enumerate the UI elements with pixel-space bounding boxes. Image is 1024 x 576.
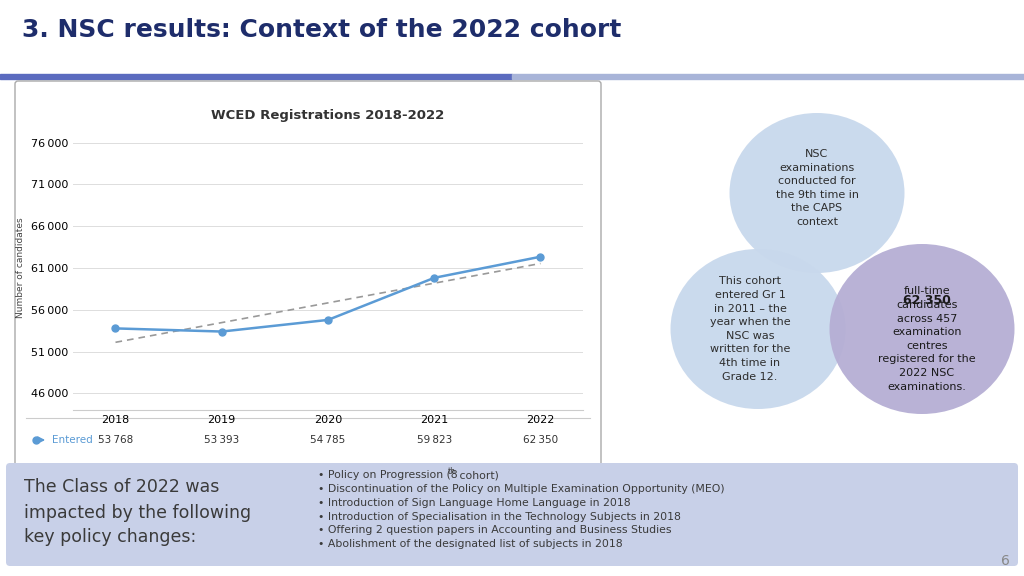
Entered: [216, 328, 228, 335]
Bar: [0, 74, 512, 79]
Ellipse shape: [671, 249, 846, 409]
Text: 62 350: 62 350: [903, 294, 951, 308]
Entered: [428, 274, 440, 281]
Text: • Offering 2 question papers in Accounting and Business Studies: • Offering 2 question papers in Accounti…: [318, 525, 672, 535]
Title: WCED Registrations 2018-2022: WCED Registrations 2018-2022: [211, 109, 444, 122]
Text: • Introduction of Specialisation in the Technology Subjects in 2018: • Introduction of Specialisation in the …: [318, 511, 681, 521]
Text: • Abolishment of the designated list of subjects in 2018: • Abolishment of the designated list of …: [318, 539, 623, 549]
Text: • Introduction of Sign Language Home Language in 2018: • Introduction of Sign Language Home Lan…: [318, 498, 631, 507]
Text: • Policy on Progression (8: • Policy on Progression (8: [318, 470, 458, 480]
Text: This cohort
entered Gr 1
in 2011 – the
year when the
NSC was
written for the
4th: This cohort entered Gr 1 in 2011 – the y…: [710, 276, 791, 382]
Text: 62 350: 62 350: [523, 435, 558, 445]
Ellipse shape: [829, 244, 1015, 414]
Y-axis label: Number of candidates: Number of candidates: [16, 218, 26, 319]
Text: NSC
examinations
conducted for
the 9th time in
the CAPS
context: NSC examinations conducted for the 9th t…: [775, 149, 858, 227]
Text: 6: 6: [1001, 554, 1010, 568]
Text: • Discontinuation of the Policy on Multiple Examination Opportunity (MEO): • Discontinuation of the Policy on Multi…: [318, 484, 725, 494]
Text: th: th: [449, 467, 456, 476]
Line: Entered: Entered: [112, 253, 544, 335]
Text: full-time
candidates
across 457
examination
centres
registered for the
2022 NSC
: full-time candidates across 457 examinat…: [879, 286, 976, 392]
Entered: [535, 253, 547, 260]
Bar: [512, 74, 1024, 79]
Text: 53 768: 53 768: [98, 435, 133, 445]
Text: 53 393: 53 393: [204, 435, 240, 445]
FancyBboxPatch shape: [6, 463, 1018, 566]
Text: 3. NSC results: Context of the 2022 cohort: 3. NSC results: Context of the 2022 coho…: [22, 18, 622, 42]
Text: 54 785: 54 785: [310, 435, 346, 445]
Text: cohort): cohort): [456, 470, 499, 480]
Ellipse shape: [729, 113, 904, 273]
FancyBboxPatch shape: [15, 81, 601, 471]
Entered: [110, 325, 122, 332]
Entered: [322, 316, 334, 323]
Text: Entered: Entered: [52, 435, 93, 445]
Text: The Class of 2022 was
impacted by the following
key policy changes:: The Class of 2022 was impacted by the fo…: [24, 479, 251, 547]
Text: 59 823: 59 823: [417, 435, 452, 445]
